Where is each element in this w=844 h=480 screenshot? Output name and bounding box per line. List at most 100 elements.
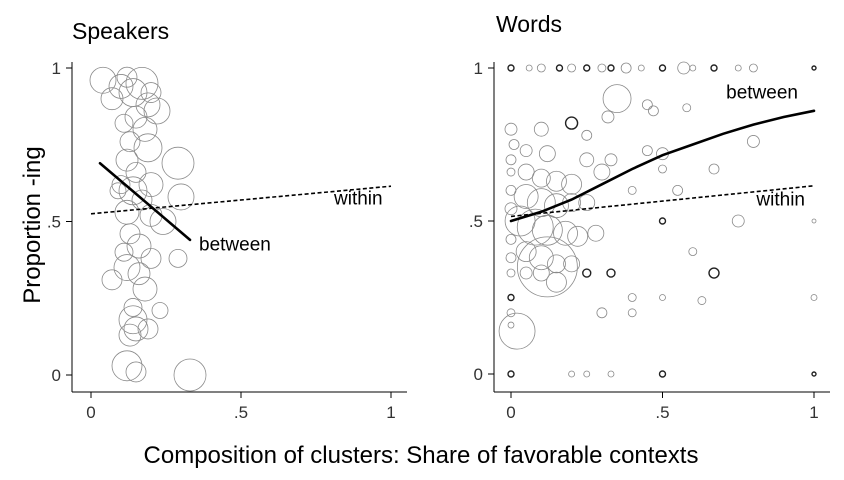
data-point (563, 255, 580, 273)
panel-title-words: Words (496, 11, 562, 37)
x-tick-label: 1 (386, 403, 395, 422)
data-point (587, 224, 605, 242)
data-point (641, 145, 653, 157)
data-point (173, 358, 207, 392)
data-point (749, 63, 758, 73)
data-point (124, 105, 148, 129)
data-point (710, 64, 718, 72)
data-point (507, 64, 515, 72)
data-point (123, 316, 149, 342)
y-tick-label: 1 (52, 59, 61, 78)
data-point (546, 170, 567, 192)
data-point (517, 163, 535, 181)
data-point (578, 194, 596, 212)
annotation-between: between (199, 235, 271, 256)
data-point (602, 84, 632, 113)
data-point (544, 193, 569, 219)
data-point (579, 152, 595, 168)
data-point (111, 350, 143, 382)
data-point (119, 131, 141, 153)
data-point (811, 218, 817, 224)
data-point (118, 305, 148, 335)
data-point (108, 74, 134, 99)
data-point (506, 308, 516, 318)
data-point (113, 254, 141, 281)
data-point (167, 183, 195, 211)
annotation-within: within (755, 190, 805, 211)
data-point (505, 233, 517, 245)
data-point (111, 175, 131, 195)
data-point (168, 248, 188, 268)
data-point (507, 321, 515, 329)
data-point (133, 133, 163, 163)
data-point (731, 214, 745, 228)
data-point (516, 236, 578, 298)
data-point (627, 185, 637, 195)
data-point (123, 298, 143, 317)
data-point (607, 64, 615, 72)
y-tick-label: .5 (469, 212, 483, 231)
data-point (531, 214, 563, 246)
data-point (734, 64, 742, 72)
speakers-panel: Speakers 0 .5 1 0 .5 1 within between (47, 18, 407, 422)
between-fit-line (98, 161, 192, 242)
data-point (89, 66, 117, 94)
data-point (583, 64, 591, 72)
data-point (101, 269, 123, 291)
data-point (507, 293, 515, 302)
data-point (100, 87, 124, 111)
data-point (516, 208, 554, 246)
data-point (504, 122, 518, 136)
data-point (568, 370, 575, 378)
data-point (118, 78, 148, 107)
data-point (126, 233, 152, 259)
data-point (601, 110, 615, 124)
data-point (564, 116, 579, 130)
data-point (504, 202, 518, 216)
data-point (531, 168, 551, 188)
data-point (597, 63, 607, 73)
x-tick-label: 0 (86, 403, 95, 422)
data-point (498, 312, 536, 350)
data-point (811, 65, 817, 71)
y-tick-label: 0 (52, 366, 61, 385)
data-point (606, 268, 616, 278)
data-point (677, 61, 691, 75)
data-point (125, 361, 147, 383)
data-point (109, 182, 127, 200)
data-point (506, 268, 516, 278)
data-point (161, 146, 195, 180)
data-point (137, 318, 159, 340)
data-point (547, 254, 566, 274)
data-point (116, 66, 138, 88)
data-point (708, 267, 720, 279)
x-tick-label: 0 (506, 403, 515, 422)
within-fit-line (510, 185, 815, 218)
data-point (583, 370, 591, 378)
data-point (125, 161, 147, 183)
data-point (747, 135, 760, 148)
data-point (151, 302, 169, 319)
data-point (658, 370, 667, 378)
data-point (659, 294, 666, 301)
data-point (525, 64, 533, 72)
data-point (528, 245, 554, 271)
data-point (553, 220, 578, 246)
data-point (513, 184, 539, 209)
panel-title-speakers: Speakers (72, 18, 169, 44)
data-point (682, 103, 692, 113)
data-point (555, 64, 564, 72)
data-point (546, 271, 567, 293)
data-point (508, 139, 520, 150)
data-point (140, 247, 162, 269)
data-point (627, 308, 637, 318)
data-point (604, 153, 618, 167)
data-point (582, 268, 592, 278)
data-point (143, 97, 171, 125)
data-point (505, 252, 517, 264)
data-point (658, 64, 667, 72)
data-point (672, 184, 684, 196)
words-panel: Words 0 .5 1 0 .5 1 between within (469, 11, 830, 422)
data-point (505, 154, 517, 166)
